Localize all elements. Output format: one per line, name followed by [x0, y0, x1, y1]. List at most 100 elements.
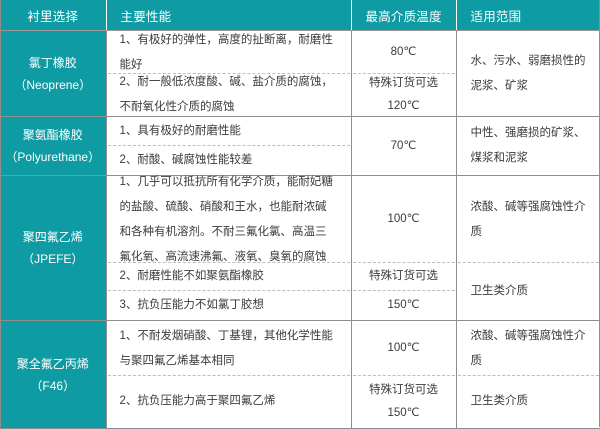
- temperature-text: 150℃: [353, 294, 455, 317]
- application-text: 浓酸、碱等强腐蚀性介 质: [458, 324, 592, 374]
- temperature-subrow: 特殊订货可选: [352, 263, 455, 291]
- performance-subrow: 2、耐磨性能不如聚氨酯橡胶: [107, 263, 350, 291]
- material-name-en: （Neoprene）: [14, 77, 92, 92]
- material-cell: 聚氨酯橡胶 （Polyurethane）: [0, 116, 107, 176]
- application-line: 泥浆、矿浆: [470, 79, 529, 92]
- application-text: 浓酸、碱等强腐蚀性介 质: [458, 195, 592, 245]
- material-name-en: （Polyurethane）: [5, 150, 101, 164]
- performance-line: 2、耐酸、碱腐蚀性能较差: [119, 153, 253, 166]
- performance-cell: 1、不耐发烟硝酸、丁基锂，其他化学性能 与聚四氟乙烯基本相同 2、抗负压能力高于…: [106, 320, 352, 429]
- temperature-line: 特殊订货可选: [369, 270, 438, 282]
- application-subrow: 卫生类介质: [458, 376, 599, 427]
- table-header: 衬里选择 主要性能 最高介质温度 适用范围: [0, 0, 600, 31]
- performance-subrow: 1、具有极好的耐磨性能: [107, 118, 350, 146]
- application-line: 卫生类介质: [470, 395, 529, 407]
- performance-subrow: 1、几乎可以抵抗所有化学介质，能耐妃糖 的盐酸、硫酸、硝酸和王水，也能耐浓碱 和…: [107, 176, 350, 263]
- temperature-subrow: 特殊订货可选 120℃: [353, 74, 455, 115]
- application-text: 中性、强磨损的矿浆、 煤浆和泥浆: [458, 121, 592, 171]
- application-line: 质: [470, 225, 483, 238]
- table-body: 氯丁橡胶 （Neoprene） 1、有极好的弹性，高度的扯断离，耐磨性 能好 2…: [0, 30, 600, 429]
- table-left-border: [0, 0, 1, 427]
- temperature-line: 100℃: [387, 213, 420, 225]
- application-subrow: 水、污水、弱磨损性的 泥浆、矿浆: [458, 32, 599, 115]
- application-text: 水、污水、弱磨损性的 泥浆、矿浆: [458, 49, 592, 99]
- temperature-text: 100℃: [353, 337, 455, 360]
- performance-text: 1、几乎可以抵抗所有化学介质，能耐妃糖 的盐酸、硫酸、硝酸和王水，也能耐浓碱 和…: [108, 170, 341, 270]
- temperature-line: 100℃: [387, 342, 420, 354]
- application-subrow: 中性、强磨损的矿浆、 煤浆和泥浆: [458, 118, 599, 174]
- application-line: 质: [470, 354, 483, 367]
- application-subrow: 浓酸、碱等强腐蚀性介 质: [457, 177, 599, 263]
- performance-cell: 1、几乎可以抵抗所有化学介质，能耐妃糖 的盐酸、硫酸、硝酸和王水，也能耐浓碱 和…: [106, 175, 352, 321]
- temperature-subrow: 70℃: [353, 118, 455, 174]
- application-text: 卫生类介质: [458, 279, 535, 304]
- table-header-row: 衬里选择 主要性能 最高介质温度 适用范围: [0, 0, 600, 31]
- application-cell: 浓酸、碱等强腐蚀性介 质 卫生类介质: [456, 175, 600, 321]
- temperature-line: 特殊订货可选: [369, 76, 438, 89]
- table-row: 聚四氟乙烯 （JPEFE） 1、几乎可以抵抗所有化学介质，能耐妃糖 的盐酸、硫酸…: [0, 175, 600, 321]
- performance-subrow: 3、抗负压能力不如氯丁胶想: [108, 291, 350, 319]
- material-name-en: （F46）: [30, 378, 76, 393]
- temperature-subrow: 100℃: [352, 322, 455, 376]
- application-text: 卫生类介质: [458, 389, 535, 414]
- performance-line: 1、具有极好的耐磨性能: [119, 125, 241, 137]
- application-line: 浓酸、碱等强腐蚀性介: [470, 200, 586, 213]
- performance-text: 2、耐磨性能不如聚氨酯橡胶: [108, 264, 272, 289]
- temperature-cell: 80℃ 特殊订货可选 120℃: [351, 30, 457, 117]
- temperature-line: 特殊订货可选: [369, 383, 438, 396]
- temperature-cell: 100℃ 特殊订货可选 150℃: [351, 320, 457, 429]
- temperature-subrow: 特殊订货可选 150℃: [353, 376, 455, 427]
- performance-subrow: 1、有极好的弹性，高度的扯断离，耐磨性 能好: [107, 32, 350, 74]
- application-subrow: 浓酸、碱等强腐蚀性介 质: [457, 322, 599, 376]
- performance-text: 3、抗负压能力不如氯丁胶想: [108, 293, 272, 318]
- temperature-cell: 70℃: [351, 116, 457, 176]
- material-name-cn: 聚全氟乙丙烯: [16, 356, 89, 371]
- application-cell: 水、污水、弱磨损性的 泥浆、矿浆: [456, 30, 600, 117]
- temperature-subrow: 100℃: [352, 177, 455, 263]
- material-name-cn: 氯丁橡胶: [28, 55, 77, 70]
- performance-text: 2、耐酸、碱腐蚀性能较差: [108, 148, 261, 173]
- material-name-cn: 聚四氟乙烯: [22, 230, 83, 244]
- performance-text: 1、具有极好的耐磨性能: [108, 119, 249, 144]
- performance-subrow: 2、抗负压能力高于聚四氟乙烯: [108, 376, 350, 427]
- temperature-text: 70℃: [353, 135, 455, 158]
- temperature-line: 120℃: [387, 99, 420, 112]
- temperature-text: 特殊订货可选: [353, 265, 455, 288]
- performance-line: 1、不耐发烟硝酸、丁基锂，其他化学性能: [119, 329, 333, 342]
- temperature-line: 150℃: [387, 298, 420, 311]
- performance-line: 能好: [119, 58, 143, 71]
- temperature-text: 100℃: [353, 208, 455, 231]
- table-row: 氯丁橡胶 （Neoprene） 1、有极好的弹性，高度的扯断离，耐磨性 能好 2…: [0, 30, 600, 117]
- performance-subrow: 2、耐一般低浓度酸、碱、盐介质的腐蚀， 不耐氧化性介质的腐蚀: [108, 74, 350, 115]
- application-subrow: 卫生类介质: [458, 263, 599, 319]
- temperature-subrow: 150℃: [353, 291, 455, 319]
- application-line: 中性、强磨损的矿浆、: [470, 127, 586, 139]
- performance-line: 2、耐一般低浓度酸、碱、盐介质的腐蚀，: [119, 75, 333, 88]
- performance-subrow: 1、不耐发烟硝酸、丁基锂，其他化学性能 与聚四氟乙烯基本相同: [107, 322, 350, 376]
- application-cell: 浓酸、碱等强腐蚀性介 质 卫生类介质: [456, 320, 600, 429]
- performance-text: 2、抗负压能力高于聚四氟乙烯: [108, 389, 284, 414]
- performance-line: 和各种有机溶剂。不耐三氟化氯、高温三: [119, 225, 327, 238]
- header-main-performance: 主要性能: [106, 0, 352, 31]
- temperature-text: 特殊订货可选 150℃: [353, 379, 455, 425]
- performance-line: 2、抗负压能力高于聚四氟乙烯: [119, 395, 276, 407]
- application-line: 水、污水、弱磨损性的: [470, 54, 586, 67]
- performance-subrow: 2、耐酸、碱腐蚀性能较差: [108, 146, 350, 174]
- table-row: 聚全氟乙丙烯 （F46） 1、不耐发烟硝酸、丁基锂，其他化学性能 与聚四氟乙烯基…: [0, 320, 600, 429]
- table-row: 聚氨酯橡胶 （Polyurethane） 1、具有极好的耐磨性能 2、耐酸、碱腐…: [0, 116, 600, 176]
- material-cell: 聚全氟乙丙烯 （F46）: [0, 320, 107, 429]
- application-line: 煤浆和泥浆: [470, 152, 529, 164]
- application-cell: 中性、强磨损的矿浆、 煤浆和泥浆: [456, 116, 600, 176]
- performance-line: 1、几乎可以抵抗所有化学介质，能耐妃糖: [119, 175, 333, 188]
- performance-line: 氟化氧、高流速沸氟、液氧、臭氧的腐蚀: [119, 250, 327, 263]
- performance-line: 不耐氧化性介质的腐蚀: [119, 100, 235, 113]
- performance-text: 2、耐一般低浓度酸、碱、盐介质的腐蚀， 不耐氧化性介质的腐蚀: [108, 70, 341, 120]
- performance-line: 与聚四氟乙烯基本相同: [119, 354, 235, 367]
- header-application-scope: 适用范围: [456, 0, 600, 31]
- performance-line: 3、抗负压能力不如氯丁胶想: [119, 298, 264, 311]
- temperature-cell: 100℃ 特殊订货可选 150℃: [351, 175, 457, 321]
- material-cell: 氯丁橡胶 （Neoprene）: [0, 30, 107, 117]
- performance-text: 1、不耐发烟硝酸、丁基锂，其他化学性能 与聚四氟乙烯基本相同: [108, 324, 341, 374]
